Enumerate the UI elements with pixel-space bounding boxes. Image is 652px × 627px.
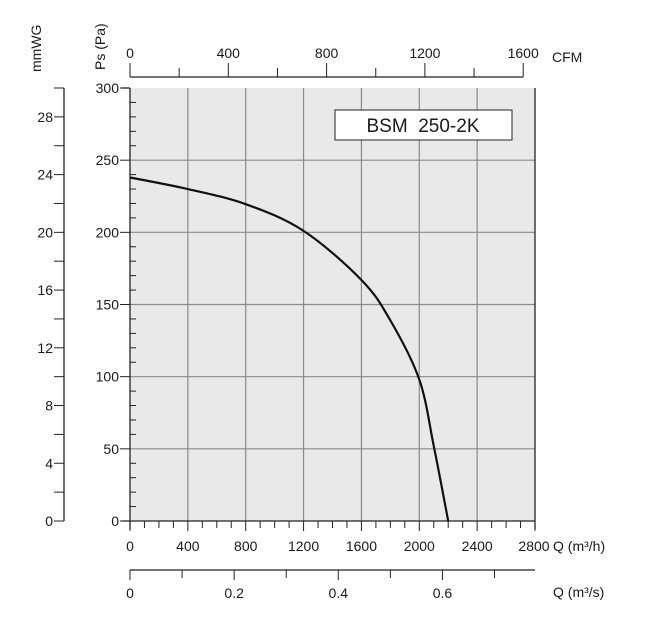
cfm-tick-label: 1200 [409, 45, 440, 61]
y-axis-label-mmwg: mmWG [28, 25, 44, 72]
chart-title: BSM 250-2K [367, 116, 480, 137]
mmwg-tick-label: 24 [37, 167, 53, 183]
y-tick-label: 50 [103, 441, 119, 457]
x-tick-label: 2800 [518, 538, 549, 554]
y-tick-label: 250 [96, 152, 120, 168]
x-tick-label: 800 [234, 538, 258, 554]
x-tick-label: 0 [126, 538, 134, 554]
y-tick-label: 200 [96, 224, 120, 240]
y-axis-label-pa: Ps (Pa) [92, 23, 108, 70]
mmwg-tick-label: 0 [45, 513, 53, 529]
mmwg-tick-label: 12 [37, 340, 53, 356]
x-tick-label: 1200 [288, 538, 319, 554]
x-axis-label-cfm: CFM [552, 49, 582, 65]
title-box: BSM 250-2K [334, 109, 513, 141]
cfm-tick-label: 0 [126, 45, 134, 61]
y-tick-label: 150 [96, 297, 120, 313]
x-tick-label: 2400 [462, 538, 493, 554]
mmwg-tick-label: 8 [45, 398, 53, 414]
m3s-tick-label: 0.4 [329, 585, 349, 601]
y-tick-label: 300 [96, 80, 120, 96]
mmwg-tick-label: 28 [37, 109, 53, 125]
y-tick-label: 0 [111, 513, 119, 529]
x-axis-label-m3s: Q (m³/s) [553, 584, 604, 600]
y-tick-label: 100 [96, 369, 120, 385]
m3s-tick-label: 0 [126, 585, 134, 601]
x-axis-label-m3h: Q (m³/h) [553, 538, 605, 554]
mmwg-tick-label: 4 [45, 455, 53, 471]
cfm-tick-label: 400 [217, 45, 241, 61]
m3s-tick-label: 0.2 [224, 585, 244, 601]
m3s-tick-label: 0.6 [433, 585, 453, 601]
mmwg-tick-label: 16 [37, 282, 53, 298]
x-tick-label: 1600 [346, 538, 377, 554]
axes: 0 400 800 1200 1600 2000 2400 28000501001502002… [37, 45, 549, 601]
cfm-tick-label: 800 [315, 45, 339, 61]
x-tick-label: 400 [176, 538, 200, 554]
cfm-tick-label: 1600 [508, 45, 539, 61]
mmwg-tick-label: 20 [37, 224, 53, 240]
series-line-bsm-250-2k [129, 176, 450, 522]
x-tick-label: 2000 [404, 538, 435, 554]
grid-lines [130, 88, 535, 521]
